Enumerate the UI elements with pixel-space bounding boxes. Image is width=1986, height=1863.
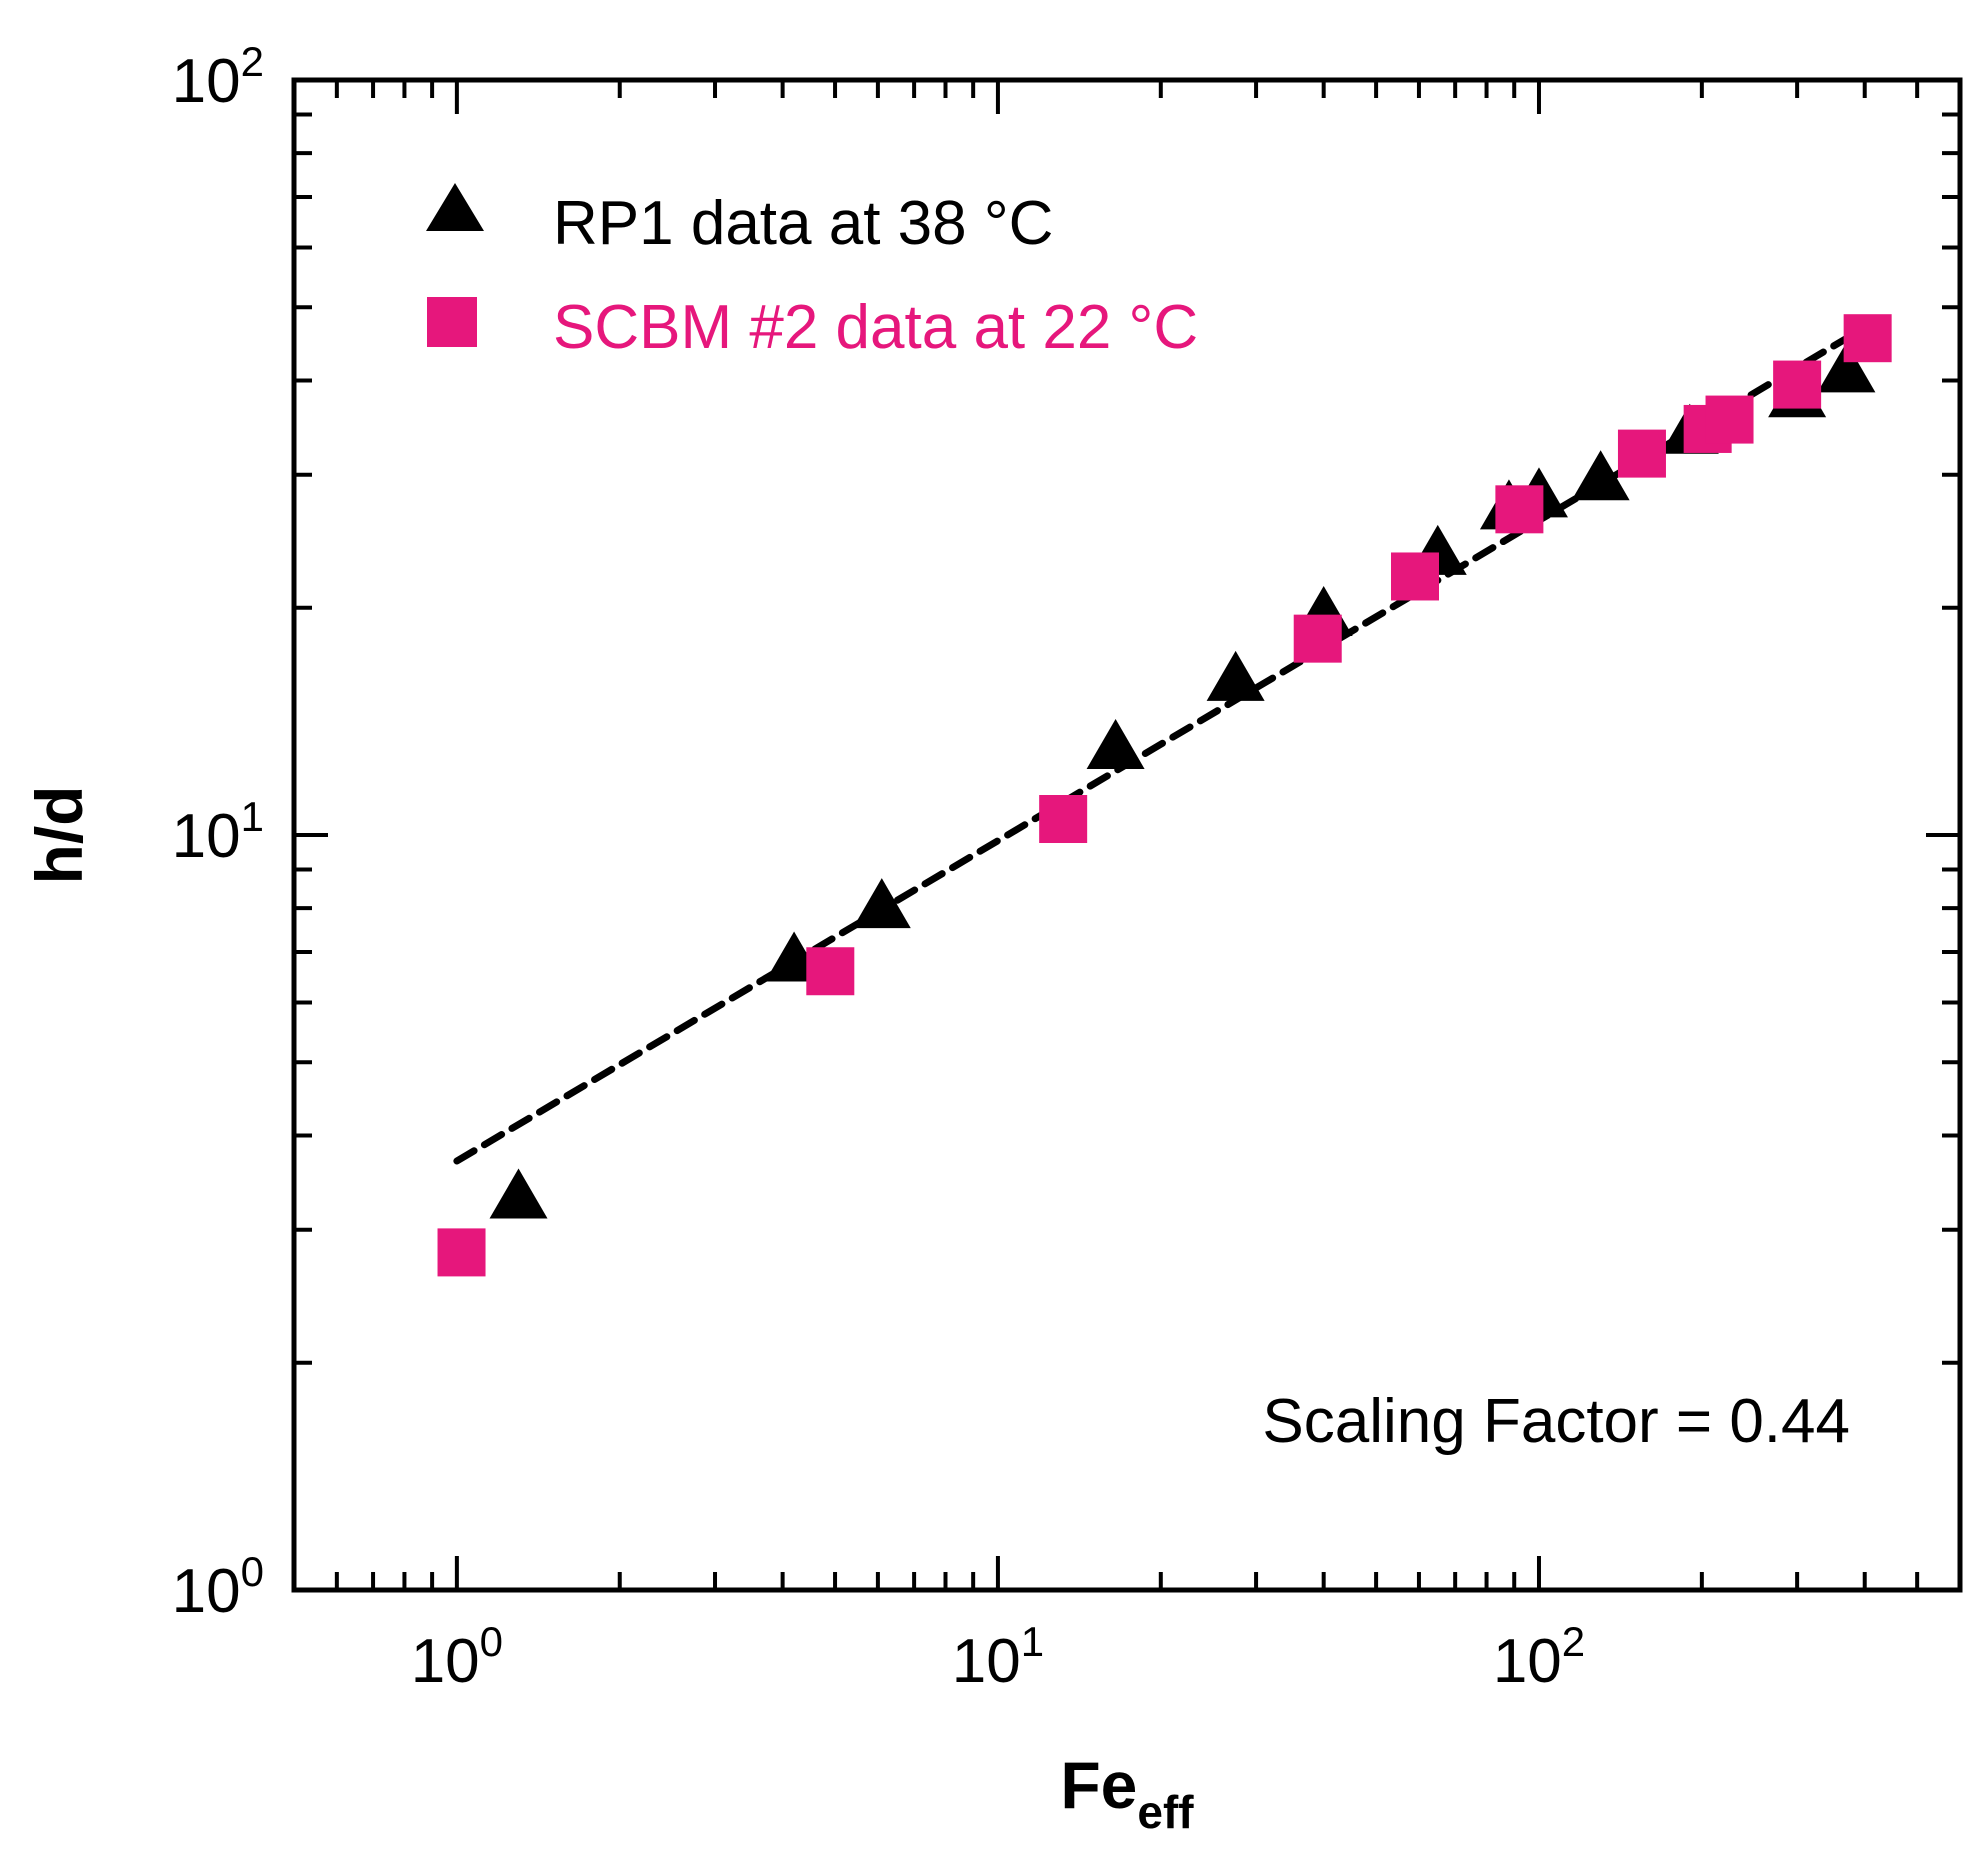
scbm-point [1293,614,1342,663]
scbm-point [1705,395,1754,444]
scbm-point [1495,485,1544,534]
scaling-factor-annotation: Scaling Factor = 0.44 [1262,1387,1850,1456]
y-tick-label: 100 [172,1548,264,1626]
scbm-point [437,1228,486,1277]
legend-marker-square [427,297,477,347]
legend-label-rp1: RP1 data at 38 °C [553,189,1053,258]
y-tick-label: 101 [172,793,264,871]
rp1-point [489,1168,548,1219]
y-axis-title: h/d [22,786,96,885]
tick-labels: 100 101 102 100 101 102 [172,38,1585,1696]
scbm-point [1039,795,1088,844]
x-axis-title: Feeff [1060,1748,1194,1838]
scbm-point [1843,314,1892,363]
rp1-point [1086,718,1145,769]
x-tick-label: 100 [411,1618,503,1696]
rp1-point [1206,650,1265,701]
scbm-point [806,947,855,996]
x-tick-label: 102 [1493,1618,1585,1696]
x-tick-label: 101 [952,1618,1044,1696]
legend: RP1 data at 38 °C SCBM #2 data at 22 °C [426,183,1198,362]
scbm-point [1773,360,1822,409]
rp1-point [1571,450,1630,501]
rp1-point [852,878,911,929]
y-tick-label: 102 [172,38,264,116]
legend-label-scbm: SCBM #2 data at 22 °C [553,293,1198,362]
legend-marker-triangle [426,183,484,231]
data-points [437,314,1892,1277]
plot-frame [291,77,1963,1593]
scbm-point [1390,552,1439,601]
rp1-point [1817,342,1876,393]
scbm-point [1617,429,1666,478]
